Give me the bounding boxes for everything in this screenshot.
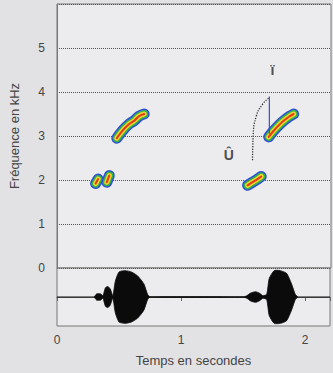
svg-text:0: 0 <box>54 333 61 347</box>
svg-text:2: 2 <box>38 173 45 187</box>
svg-text:1: 1 <box>178 333 185 347</box>
svg-text:3: 3 <box>38 129 45 143</box>
svg-text:1: 1 <box>38 217 45 231</box>
svg-text:0: 0 <box>38 261 45 275</box>
svg-text:Û: Û <box>224 146 234 163</box>
svg-text:5: 5 <box>38 41 45 55</box>
svg-text:Temps en secondes: Temps en secondes <box>136 353 252 368</box>
svg-text:Fréquence en kHz: Fréquence en kHz <box>7 83 22 189</box>
svg-text:4: 4 <box>38 85 45 99</box>
svg-text:ï: ï <box>270 62 276 78</box>
svg-text:2: 2 <box>302 333 309 347</box>
